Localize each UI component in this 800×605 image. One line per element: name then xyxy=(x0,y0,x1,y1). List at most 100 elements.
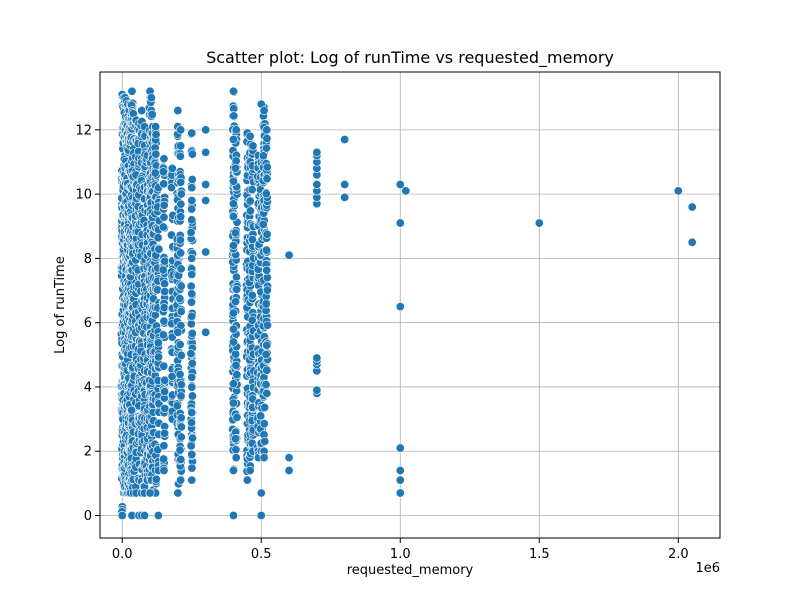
x-tick-label: 1.5 xyxy=(529,547,550,562)
y-tick-label: 2 xyxy=(84,445,92,460)
data-point xyxy=(187,449,197,459)
data-point xyxy=(312,179,322,189)
data-point xyxy=(340,192,350,202)
data-point xyxy=(159,154,169,164)
data-point xyxy=(187,463,197,473)
x-axis-label: requested_memory xyxy=(347,563,474,578)
x-axis-ticks: 0.0 0.5 1.0 1.5 2.0 xyxy=(112,538,689,562)
y-tick-label: 10 xyxy=(75,188,92,203)
data-point xyxy=(262,285,272,295)
data-point xyxy=(127,405,137,415)
data-point xyxy=(228,176,238,186)
data-point xyxy=(176,455,186,465)
data-point xyxy=(247,315,257,325)
data-point xyxy=(312,353,322,363)
x-tick-label: 1.0 xyxy=(390,547,411,562)
data-point xyxy=(176,264,186,274)
data-point xyxy=(175,151,185,161)
data-point xyxy=(176,281,186,291)
data-point xyxy=(340,179,350,189)
data-point xyxy=(172,401,182,411)
y-axis-label: Log of runTime xyxy=(53,256,68,354)
data-point xyxy=(262,162,272,172)
data-point xyxy=(176,177,186,187)
data-point xyxy=(673,186,683,196)
data-point xyxy=(186,349,196,359)
x-tick-label: 0.5 xyxy=(251,547,272,562)
data-point xyxy=(187,418,197,428)
data-point xyxy=(176,189,186,199)
data-point xyxy=(147,109,157,119)
data-point xyxy=(176,413,186,423)
data-point xyxy=(262,245,272,255)
data-point xyxy=(262,388,272,398)
data-point xyxy=(262,229,272,239)
data-point xyxy=(187,253,197,263)
data-point xyxy=(159,316,169,326)
y-tick-label: 6 xyxy=(84,316,92,331)
data-point xyxy=(151,474,161,484)
data-point xyxy=(160,375,170,385)
data-point xyxy=(312,385,322,395)
data-point xyxy=(187,372,197,382)
data-point xyxy=(176,141,186,151)
data-point xyxy=(158,167,168,177)
data-point xyxy=(232,284,242,294)
data-point xyxy=(159,454,169,464)
data-points xyxy=(116,86,697,520)
data-point xyxy=(231,453,241,463)
y-tick-label: 12 xyxy=(75,123,92,138)
data-point xyxy=(261,143,271,153)
data-point xyxy=(166,183,176,193)
data-point xyxy=(687,202,697,212)
data-point xyxy=(145,488,155,498)
data-point xyxy=(175,445,185,455)
data-point xyxy=(167,163,177,173)
data-point xyxy=(201,327,211,337)
data-point xyxy=(262,174,272,184)
data-point xyxy=(175,340,185,350)
data-point xyxy=(186,281,196,291)
data-point xyxy=(159,179,169,189)
data-point xyxy=(228,510,238,520)
data-point xyxy=(395,179,405,189)
data-point xyxy=(187,269,197,279)
data-point xyxy=(160,279,170,289)
data-point xyxy=(151,122,161,132)
data-point xyxy=(160,428,170,438)
data-point xyxy=(153,233,163,243)
data-point xyxy=(158,330,168,340)
data-point xyxy=(139,510,149,520)
data-point xyxy=(401,186,411,196)
x-tick-label: 0.0 xyxy=(112,547,133,562)
data-point xyxy=(187,149,197,159)
data-point xyxy=(262,320,272,330)
data-point xyxy=(228,379,238,389)
data-point xyxy=(259,106,269,116)
data-point xyxy=(127,86,137,96)
data-point xyxy=(312,147,322,157)
data-point xyxy=(231,125,241,135)
data-point xyxy=(228,86,238,96)
data-point xyxy=(261,189,271,199)
data-point xyxy=(228,398,238,408)
data-point xyxy=(187,128,197,138)
data-point xyxy=(176,248,186,258)
data-point xyxy=(395,218,405,228)
plot-frame xyxy=(99,71,721,539)
data-point xyxy=(159,466,169,476)
data-point xyxy=(247,235,257,245)
data-point xyxy=(395,488,405,498)
data-point xyxy=(230,434,240,444)
data-point xyxy=(187,311,197,321)
data-point xyxy=(146,93,156,103)
data-point xyxy=(340,134,350,144)
data-point xyxy=(260,436,270,446)
data-point xyxy=(176,475,186,485)
data-point xyxy=(201,125,211,135)
data-point xyxy=(151,149,161,159)
data-point xyxy=(256,488,266,498)
data-point xyxy=(395,466,405,476)
data-point xyxy=(201,196,211,206)
